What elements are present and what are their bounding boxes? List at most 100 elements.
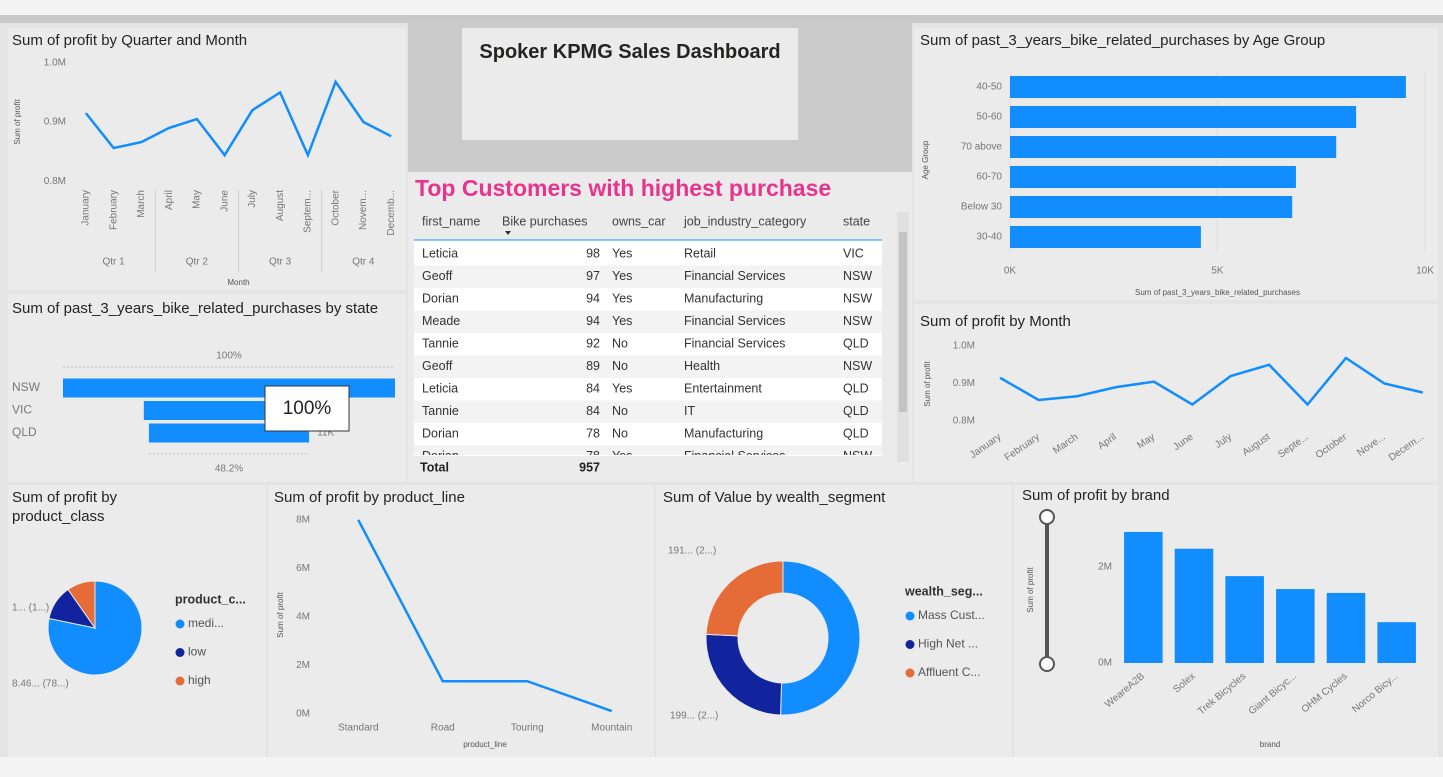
legend-marker [175, 619, 185, 629]
chart-title: Sum of profit by brand [1022, 487, 1170, 504]
bar [1225, 576, 1264, 663]
legend-label: low [188, 645, 206, 659]
table-cell: No [612, 404, 628, 418]
quarter-label: Qtr 2 [186, 257, 209, 268]
table-cell: No [612, 359, 628, 373]
y-axis-label: Sum of profit [13, 99, 22, 145]
data-label: 8.46... (78...) [12, 679, 69, 690]
title-box [462, 28, 798, 140]
tooltip-box [264, 385, 350, 432]
category-label: NSW [12, 380, 41, 394]
table-cell: IT [684, 404, 695, 418]
x-tick-label: Decemb... [386, 190, 397, 236]
top-strip [0, 0, 1443, 15]
table-cell: Dorian [422, 449, 459, 463]
legend-label: High Net ... [918, 637, 978, 651]
y-axis-label: Age Group [921, 140, 930, 179]
table-cell: Financial Services [684, 449, 785, 463]
table-cell: QLD [843, 381, 869, 395]
x-tick-label: Road [431, 723, 455, 734]
column-header: owns_car [612, 214, 666, 228]
legend-marker [175, 648, 185, 657]
table-cell: 84 [586, 381, 600, 395]
y-tick-label: 50-60 [976, 112, 1002, 123]
top-band [0, 15, 1443, 23]
table-cell: Financial Services [684, 314, 785, 328]
table-cell: Yes [612, 246, 632, 260]
y-tick-label: 4M [296, 612, 310, 623]
legend-label: high [188, 673, 211, 687]
y-tick-label: 6M [296, 563, 310, 574]
table-cell: 94 [586, 314, 600, 328]
table-cell: Yes [612, 314, 632, 328]
x-axis-label: brand [1260, 740, 1280, 749]
chart-title: Sum of past_3_years_bike_related_purchas… [920, 32, 1326, 49]
y-tick-label: 2M [1098, 562, 1112, 573]
y-tick-label: 1.0M [953, 341, 975, 352]
y-axis-label: Sum of profit [276, 592, 285, 638]
x-tick-label: October [330, 189, 341, 225]
y-axis-label: Sum of profit [1026, 567, 1035, 613]
legend-marker [905, 668, 915, 678]
table-cell: Financial Services [684, 336, 785, 350]
table-cell: QLD [843, 336, 869, 350]
table-cell: Manufacturing [684, 291, 763, 305]
bar [1377, 622, 1416, 663]
table-cell: QLD [843, 404, 869, 418]
x-tick-label: Novem... [358, 190, 369, 230]
table-cell: Dorian [422, 426, 459, 440]
bar [1174, 548, 1214, 663]
table-cell: NSW [843, 291, 872, 305]
x-axis-label: Sum of past_3_years_bike_related_purchas… [1135, 288, 1300, 297]
legend-title: wealth_seg... [904, 584, 983, 598]
chart-title: Sum of profit by product_line [274, 489, 465, 506]
slider-handle[interactable] [1039, 509, 1055, 525]
table-cell: 98 [586, 246, 600, 260]
dashboard-title: Spoker KPMG Sales Dashboard [479, 41, 781, 63]
x-tick-label: April [164, 190, 175, 210]
x-tick-label: Septem... [303, 190, 314, 233]
data-label: 191... (2...) [668, 546, 716, 557]
legend-title: product_c... [175, 592, 246, 606]
chart-title: Sum of past_3_years_bike_related_purchas… [12, 300, 379, 317]
table-cell: Tannie [422, 336, 459, 350]
y-tick-label: 60-70 [976, 172, 1002, 183]
total-value: 957 [579, 460, 600, 474]
table-cell: 89 [586, 359, 600, 373]
y-tick-label: Below 30 [961, 202, 1003, 213]
y-tick-label: 70 above [961, 142, 1003, 153]
column-header: first_name [422, 214, 480, 228]
slider-handle[interactable] [1039, 656, 1055, 672]
legend-marker [905, 640, 915, 649]
y-tick-label: 30-40 [976, 232, 1002, 243]
x-tick-label: June [219, 190, 230, 212]
scroll-thumb[interactable] [899, 232, 907, 412]
bar [1010, 136, 1337, 158]
slice [705, 560, 784, 637]
table-cell: Dorian [422, 291, 459, 305]
y-tick-label: 1.0M [44, 57, 66, 68]
row-band [414, 445, 882, 455]
table-cell: No [612, 426, 628, 440]
bar [1010, 226, 1201, 248]
table-cell: QLD [843, 426, 869, 440]
table-cell: Leticia [422, 381, 458, 395]
data-label: 199... (2...) [670, 711, 718, 722]
x-tick-label: May [192, 190, 203, 209]
legend-label: Affluent C... [918, 665, 980, 679]
y-axis-label: Sum of profit [923, 361, 932, 407]
table-cell: No [612, 336, 628, 350]
slice [67, 580, 96, 630]
row-band [414, 355, 882, 378]
table-cell: 78 [586, 449, 600, 463]
table-cell: Geoff [422, 359, 453, 373]
y-tick-label: 2M [296, 660, 310, 671]
x-tick-label: March [136, 190, 147, 218]
line [999, 356, 1424, 407]
table-cell: Health [684, 359, 720, 373]
chart-title: Sum of profit by product_class [12, 489, 118, 525]
table-cell: VIC [843, 246, 864, 260]
table-cell: Entertainment [684, 381, 762, 395]
